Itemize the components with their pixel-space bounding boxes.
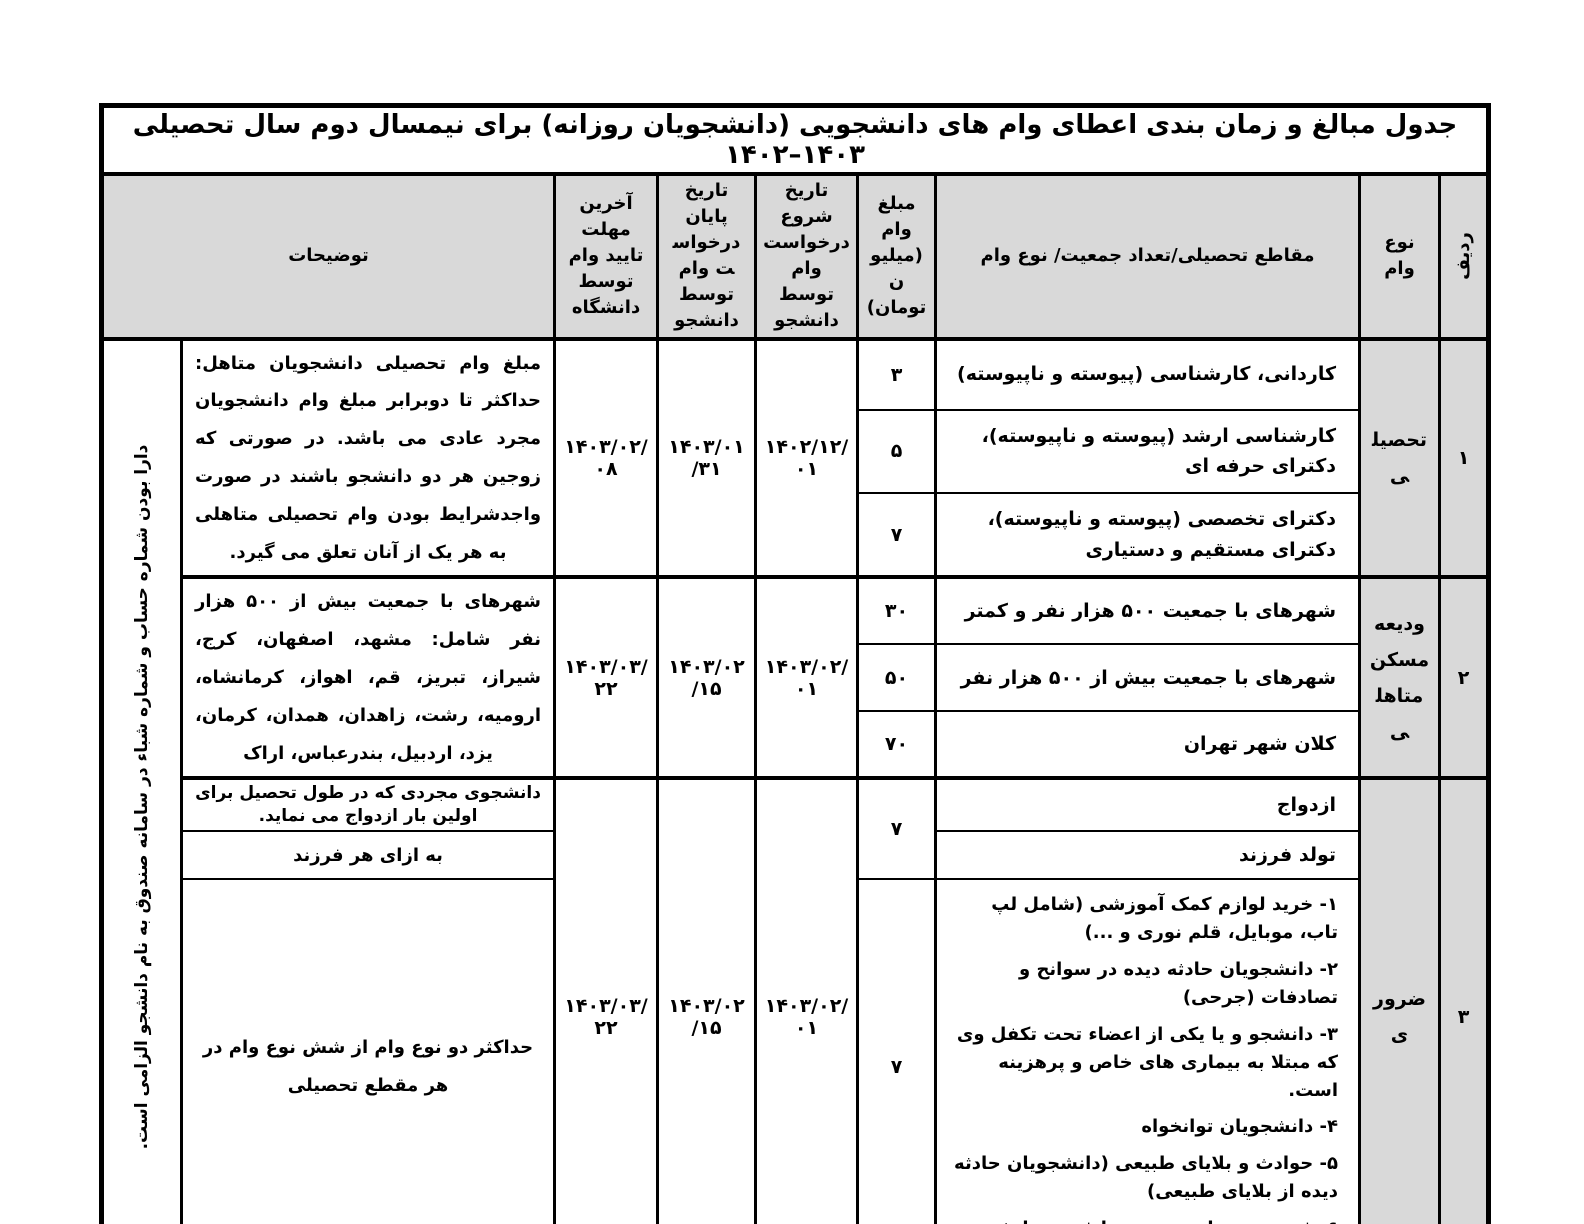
header-start-date: تاریخ شروع درخواست وام توسط دانشجو	[754, 173, 860, 341]
list-item-line: ۲- دانشجویان حادثه دیده در سوانح و تصادف…	[1018, 958, 1339, 1008]
amount-cell: ۷	[856, 491, 938, 579]
level-cell: شهرهای با جمعیت ۵۰۰ هزار نفر و کمتر	[934, 575, 1362, 646]
level-cell: کلان شهر تهران	[934, 710, 1362, 780]
list-item-line: ۴- دانشجویان توانخواه	[1141, 1116, 1339, 1138]
start-date-cell: ۱۴۰۳/۰۲/۰۱	[754, 575, 860, 780]
level-list-cell: ۱- خرید لوازم کمک آموزشی (شامل لپ تاب، م…	[934, 878, 1362, 1224]
header-loan-type: نوع وام	[1358, 173, 1442, 341]
level-cell: کاردانی، کارشناسی (پیوسته و ناپیوسته)	[934, 337, 1362, 411]
amount-cell: ۷۰	[856, 710, 938, 780]
end-date-cell: ۱۴۰۳/۰۲/۱۵	[656, 776, 758, 1224]
end-date-cell: ۱۴۰۳/۰۱/۳۱	[656, 337, 758, 579]
amount-cell: ۳	[856, 337, 938, 411]
note-cell: شهرهای با جمعیت بیش از ۵۰۰ هزار نفر شامل…	[180, 575, 557, 780]
row-number-cell: ۲	[1438, 575, 1491, 780]
list-item-line: ۳- دانشجو و یا یکی از اعضاء تحت تکفل وی …	[956, 1023, 1339, 1101]
list-item-line: ۵- حوادث و بلایای طبیعی (دانشجویان حادثه…	[954, 1153, 1339, 1203]
header-levels: مقاطع تحصیلی/تعداد جمعیت/ نوع وام	[934, 173, 1362, 341]
list-item-line: ۱- خرید لوازم کمک آموزشی (شامل لپ تاب، م…	[991, 894, 1339, 944]
note-cell: دانشجوی مجردی که در طول تحصیل برای اولین…	[180, 776, 557, 833]
start-date-cell: ۱۴۰۲/۱۲/۰۱	[754, 337, 860, 579]
deadline-cell: ۱۴۰۳/۰۳/۲۲	[553, 776, 660, 1224]
header-row-number-label: ردیف	[1452, 232, 1474, 281]
start-date-cell: ۱۴۰۳/۰۲/۰۱	[754, 776, 860, 1224]
table-title: جدول مبالغ و زمان بندی اعطای وام های دان…	[99, 104, 1491, 176]
header-amount: مبلغ وام (میلیون تومان)	[856, 173, 938, 341]
deadline-cell: ۱۴۰۳/۰۳/۲۲	[553, 575, 660, 780]
list-item-line: ۶- فوت پدر، مادر، همسر یا فرزند دانشجو	[947, 1215, 1338, 1224]
end-date-cell: ۱۴۰۳/۰۲/۱۵	[656, 575, 758, 780]
level-cell: کارشناسی ارشد (پیوسته و ناپیوسته)، دکترا…	[934, 408, 1362, 494]
amount-cell: ۷	[856, 878, 938, 1224]
loan-schedule-table: جدول مبالغ و زمان بندی اعطای وام های دان…	[99, 103, 1492, 1224]
loan-type-cell: ودیعه مسکن متاهلی	[1358, 575, 1442, 780]
note-cell: به ازای هر فرزند	[180, 830, 557, 881]
amount-cell: ۷	[856, 776, 938, 881]
side-note-text: دارا بودن شماره حساب و شماره شباء در سام…	[132, 444, 152, 1150]
header-row-number: ردیف	[1438, 173, 1491, 341]
note-cell: حداکثر دو نوع وام از شش نوع وام در هر مق…	[180, 878, 557, 1224]
loan-type-cell: ضروری	[1358, 776, 1442, 1224]
header-approval-deadline: آخرین مهلت تایید وام توسط دانشگاه	[553, 173, 660, 341]
row-number-cell: ۱	[1438, 337, 1491, 579]
level-cell: دکترای تخصصی (پیوسته و ناپیوسته)، دکترای…	[934, 491, 1362, 579]
amount-cell: ۵	[856, 408, 938, 494]
level-cell: شهرهای با جمعیت بیش از ۵۰۰ هزار نفر	[934, 643, 1362, 713]
side-note-cell: دارا بودن شماره حساب و شماره شباء در سام…	[99, 337, 184, 1224]
deadline-cell: ۱۴۰۳/۰۲/۰۸	[553, 337, 660, 579]
note-cell: مبلغ وام تحصیلی دانشجویان متاهل: حداکثر …	[180, 337, 557, 579]
row-number-cell: ۳	[1438, 776, 1491, 1224]
header-end-date: تاریخ پایان درخواست وام توسط دانشجو	[656, 173, 758, 341]
level-cell: تولد فرزند	[934, 830, 1362, 881]
amount-cell: ۳۰	[856, 575, 938, 646]
loan-type-cell: تحصیلی	[1358, 337, 1442, 579]
header-notes: توضیحات	[99, 173, 557, 341]
level-cell: ازدواج	[934, 776, 1362, 833]
amount-cell: ۵۰	[856, 643, 938, 713]
